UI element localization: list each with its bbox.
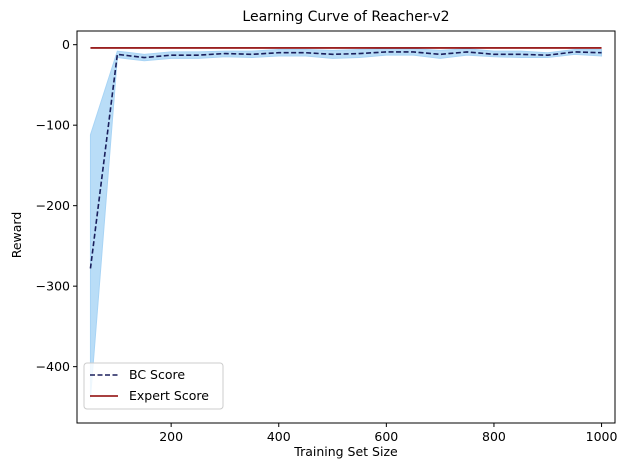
legend-box <box>83 362 224 410</box>
x-tick-label: 600 <box>374 429 398 444</box>
legend-label-bc-score: BC Score <box>129 367 185 382</box>
x-tick-label: 200 <box>159 429 183 444</box>
axes-layer: 200 400 600 800 1000 0 −100 −200 −300 −400 <box>36 30 618 444</box>
x-tick-label: 800 <box>482 429 506 444</box>
y-tick-label: −400 <box>36 359 70 374</box>
x-axis-label: Training Set Size <box>293 444 398 459</box>
plot-frame <box>76 30 616 424</box>
line-layer <box>89 47 602 269</box>
series-line-bc-score <box>89 51 602 269</box>
chart-title: Learning Curve of Reacher-v2 <box>242 9 449 25</box>
legend-label-expert-score: Expert Score <box>129 388 209 403</box>
y-tick-label: 0 <box>62 37 70 52</box>
y-tick-label: −200 <box>36 198 70 213</box>
x-tick-label: 1000 <box>586 429 618 444</box>
bc-score-band-layer <box>89 48 603 399</box>
x-tick-label: 400 <box>267 429 291 444</box>
y-tick-label: −300 <box>36 279 70 294</box>
legend: BC Score Expert Score <box>83 362 224 410</box>
y-tick-label: −100 <box>36 118 70 133</box>
bc-score-std-band <box>89 48 603 399</box>
y-axis-label: Reward <box>9 212 24 259</box>
